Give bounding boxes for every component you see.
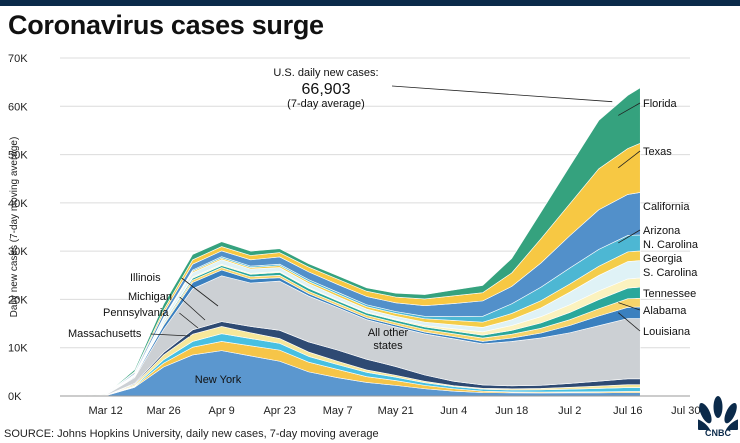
series-label: California — [643, 201, 690, 213]
series-label: Massachusetts — [68, 328, 142, 340]
y-tick-label: 50K — [8, 150, 28, 162]
series-label: Pennsylvania — [103, 307, 169, 319]
x-tick-label: Jul 30 — [671, 405, 700, 417]
y-tick-label: 10K — [8, 343, 28, 355]
y-tick-label: 70K — [8, 53, 28, 65]
annotation-value: 66,903 — [302, 81, 351, 98]
leader-line — [618, 229, 641, 244]
series-label: N. Carolina — [643, 239, 699, 251]
y-tick-label: 40K — [8, 198, 28, 210]
leader-line — [181, 277, 219, 307]
series-label: Illinois — [130, 272, 161, 284]
series-label: All other — [368, 327, 409, 339]
series-label: Texas — [643, 146, 672, 158]
x-tick-label: Jun 18 — [495, 405, 528, 417]
x-tick-label: Apr 9 — [208, 405, 234, 417]
x-tick-label: Mar 12 — [88, 405, 122, 417]
y-tick-label: 30K — [8, 246, 28, 258]
x-tick-label: Jun 4 — [440, 405, 467, 417]
leader-line — [618, 302, 641, 311]
leader-line — [150, 333, 191, 337]
leader-line — [618, 312, 641, 332]
series-label: Alabama — [643, 305, 687, 317]
series-label: Tennessee — [643, 288, 696, 300]
y-tick-label: 0K — [8, 391, 22, 403]
series-label: Georgia — [643, 253, 683, 265]
x-tick-label: Jul 16 — [613, 405, 642, 417]
total-annotation: U.S. daily new cases: 66,903(7-day averag… — [273, 67, 613, 110]
series-labels: Florida Texas California Arizona N. Carolina… — [68, 98, 699, 386]
leader-line — [618, 102, 641, 116]
x-tick-label: May 21 — [378, 405, 414, 417]
y-axis-label: Daily new cases (7-day moving average) — [9, 137, 20, 318]
annotation-label: U.S. daily new cases: — [273, 67, 378, 79]
y-tick-label: 20K — [8, 294, 28, 306]
leader-line — [179, 296, 206, 321]
leader-line — [618, 150, 641, 169]
area-florida — [76, 87, 641, 397]
annotation-leader — [391, 85, 613, 103]
x-tick-label: Mar 26 — [146, 405, 180, 417]
chart-title: Coronavirus cases surge — [8, 10, 324, 40]
series-areas — [76, 87, 641, 397]
cnbc-logo: CNBC — [692, 396, 740, 442]
series-label: Arizona — [643, 225, 681, 237]
series-label: states — [373, 340, 403, 352]
logo-text: CNBC — [705, 428, 731, 438]
series-label: S. Carolina — [643, 267, 698, 279]
annotation-note: (7-day average) — [287, 98, 365, 110]
axes: 0K 10K 20K 30K 40K 50K 60K 70K Mar 12 Mar 26 Apr 9… — [8, 53, 701, 417]
series-label: Florida — [643, 98, 678, 110]
x-tick-label: Jul 2 — [558, 405, 581, 417]
series-label: Louisiana — [643, 326, 691, 338]
series-label: Michigan — [128, 291, 172, 303]
y-tick-label: 60K — [8, 101, 28, 113]
leader-line — [179, 312, 199, 329]
top-bar — [0, 0, 740, 6]
source-note: SOURCE: Johns Hopkins University, daily … — [4, 428, 379, 440]
x-tick-label: Apr 23 — [263, 405, 295, 417]
x-tick-label: May 7 — [323, 405, 353, 417]
series-label: New York — [195, 374, 242, 386]
